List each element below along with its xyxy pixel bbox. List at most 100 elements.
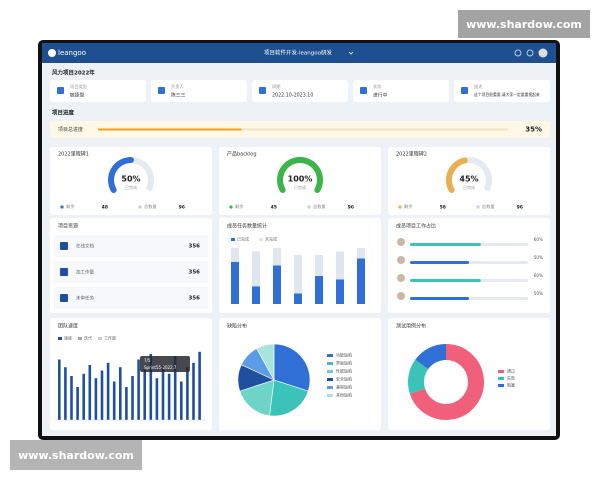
- legend-dot: [398, 205, 402, 209]
- resource-item[interactable]: [54, 287, 208, 309]
- share-label: 60%: [534, 273, 543, 278]
- bar-done: [315, 276, 323, 304]
- total-label: 总数量: [482, 203, 495, 210]
- card: [50, 147, 212, 215]
- legend-label: 工作量: [104, 335, 116, 341]
- velocity-bar: [100, 370, 104, 420]
- bar-undone: [357, 248, 365, 259]
- project-selector[interactable]: 项目软件开发-leangoo研发: [264, 49, 332, 57]
- avatar[interactable]: [538, 48, 548, 58]
- legend-label: 界面缺陷: [336, 360, 352, 366]
- velocity-bar: [180, 381, 183, 420]
- tooltip-date: 7/5: [144, 358, 151, 363]
- legend-swatch: [98, 337, 102, 340]
- legend-swatch: [498, 370, 504, 373]
- card: [388, 218, 550, 313]
- card-title: 成员项目工作占比: [396, 223, 436, 230]
- watermark: www.shardow.com: [18, 449, 134, 462]
- gauge-status: 已完成: [294, 184, 306, 190]
- velocity-bar: [76, 387, 79, 420]
- progress-track: [98, 128, 508, 131]
- watermark-box: [458, 10, 590, 38]
- share-label: 60%: [534, 237, 543, 242]
- card-value: 2022.10-2023.10: [272, 93, 313, 99]
- gauge-value: [277, 157, 323, 193]
- card-icon: [158, 87, 165, 94]
- legend-label: 阻塞: [507, 382, 515, 388]
- remaining-value: 48: [102, 205, 108, 211]
- velocity-bar: [161, 365, 165, 420]
- legend-dot: [60, 205, 64, 209]
- gauge-percent: 100%: [288, 175, 313, 184]
- velocity-bar: [82, 373, 85, 420]
- member-avatar: [397, 238, 405, 246]
- resource-count: 356: [189, 296, 201, 302]
- member-avatar: [397, 256, 405, 264]
- pie-slice: [273, 343, 311, 392]
- velocity-bar: [192, 362, 195, 420]
- legend-label: 兼容缺陷: [336, 384, 352, 390]
- card: [252, 80, 348, 102]
- velocity-bar: [149, 354, 153, 420]
- gauge-value: [108, 157, 134, 193]
- help-icon[interactable]: [514, 49, 522, 57]
- card: [454, 80, 550, 102]
- bar-done: [357, 258, 365, 304]
- logo: leangoo: [58, 49, 86, 57]
- legend-swatch: [327, 378, 333, 381]
- velocity-bar: [167, 373, 171, 420]
- legend-label: 失败: [507, 375, 515, 381]
- share-fill: [410, 243, 481, 246]
- card-label: 负责人: [171, 83, 184, 90]
- card: [388, 147, 550, 215]
- velocity-bar: [131, 376, 134, 420]
- resource-icon: [60, 268, 68, 276]
- share-fill: [410, 279, 481, 282]
- legend-label: 已完成: [237, 236, 249, 242]
- resource-name: 加工作量: [76, 269, 94, 276]
- card-label: 描述: [474, 83, 483, 90]
- resource-item[interactable]: [54, 235, 208, 257]
- velocity-bar: [137, 359, 140, 420]
- velocity-bar: [112, 381, 116, 420]
- legend-label: 性能缺陷: [336, 368, 352, 374]
- watermark: www.shardow.com: [466, 18, 582, 31]
- velocity-bar: [94, 378, 98, 420]
- resource-count: 356: [189, 244, 201, 250]
- bar-done: [336, 279, 344, 304]
- legend-swatch: [327, 386, 333, 389]
- legend-swatch: [327, 370, 333, 373]
- legend-swatch: [259, 238, 263, 241]
- legend-swatch: [78, 337, 82, 340]
- progress-fill: [98, 128, 242, 131]
- card: [353, 80, 449, 102]
- tooltip: [140, 356, 190, 372]
- velocity-bar: [173, 356, 177, 420]
- bar-undone: [252, 251, 260, 287]
- card-label: 状态: [373, 83, 381, 90]
- legend-dot: [307, 205, 311, 209]
- bell-icon[interactable]: [526, 49, 534, 57]
- remaining-label: 剩余: [235, 203, 244, 210]
- velocity-bar: [186, 367, 189, 420]
- legend-swatch: [327, 354, 333, 357]
- card-title: 项目资源: [58, 223, 78, 230]
- legend-swatch: [58, 337, 62, 340]
- velocity-bar: [143, 369, 146, 420]
- velocity-bar: [64, 367, 67, 420]
- gauge-status: 已完成: [125, 184, 137, 190]
- bar-done: [252, 286, 260, 304]
- share-label: 50%: [534, 255, 543, 260]
- progress-percent: 35%: [525, 126, 542, 134]
- remaining-value: 58: [440, 205, 446, 211]
- velocity-bar: [70, 376, 73, 420]
- dropdown-arrow[interactable]: [348, 51, 354, 55]
- resource-item[interactable]: [54, 261, 208, 283]
- legend-label: 迭代: [84, 335, 92, 341]
- total-value: 96: [179, 205, 185, 211]
- legend-label: 功能缺陷: [336, 352, 352, 358]
- share-fill: [410, 297, 469, 300]
- resource-icon: [60, 294, 68, 302]
- total-label: 总数量: [313, 203, 326, 210]
